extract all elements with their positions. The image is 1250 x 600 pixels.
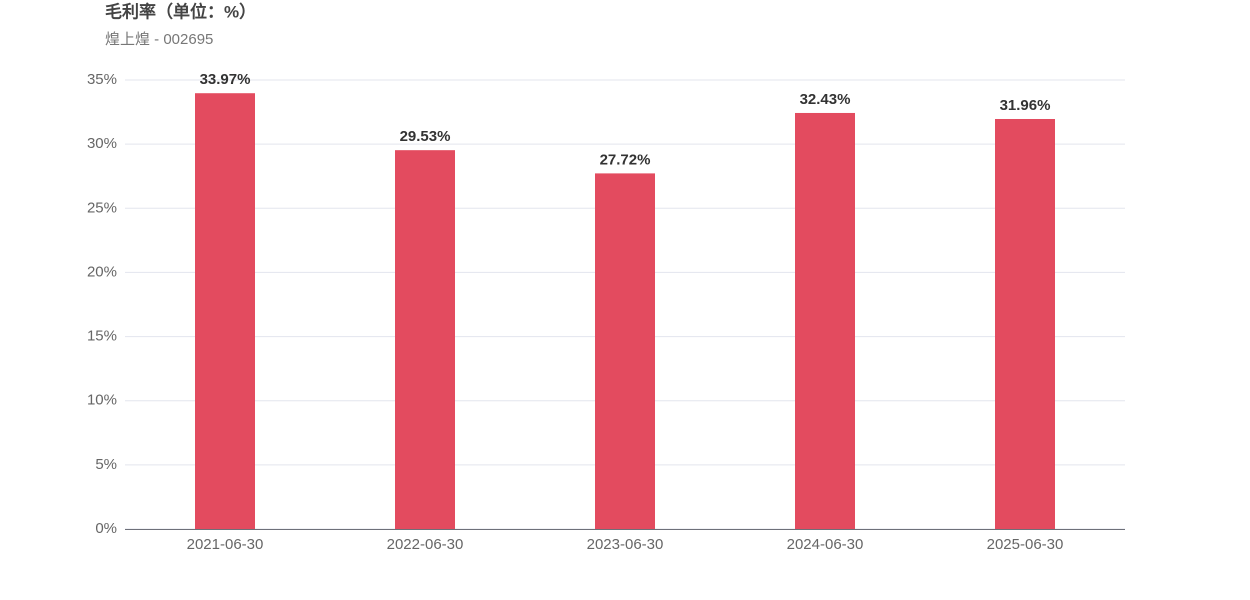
y-tick-label: 25% (87, 199, 117, 216)
x-tick-label: 2021-06-30 (187, 536, 264, 553)
y-tick-label: 0% (95, 520, 117, 537)
bar (595, 173, 655, 529)
chart-subtitle: 煌上煌 - 002695 (105, 31, 213, 48)
y-tick-label: 35% (87, 71, 117, 88)
data-label: 31.96% (1000, 97, 1051, 114)
y-tick-label: 20% (87, 263, 117, 280)
data-label: 32.43% (800, 91, 851, 108)
y-tick-label: 15% (87, 328, 117, 345)
x-tick-label: 2022-06-30 (387, 536, 464, 553)
chart-title: 毛利率（单位：%） (105, 1, 256, 21)
y-tick-label: 10% (87, 392, 117, 409)
y-tick-label: 5% (95, 456, 117, 473)
data-label: 33.97% (200, 71, 251, 88)
bar (195, 93, 255, 529)
bar (995, 118, 1055, 530)
data-label: 27.72% (600, 151, 651, 168)
x-tick-label: 2024-06-30 (787, 536, 864, 553)
bar (395, 150, 455, 529)
data-label: 29.53% (400, 128, 451, 145)
x-tick-label: 2023-06-30 (587, 536, 664, 553)
bar (795, 112, 855, 530)
y-tick-label: 30% (87, 135, 117, 152)
x-tick-label: 2025-06-30 (987, 536, 1064, 553)
